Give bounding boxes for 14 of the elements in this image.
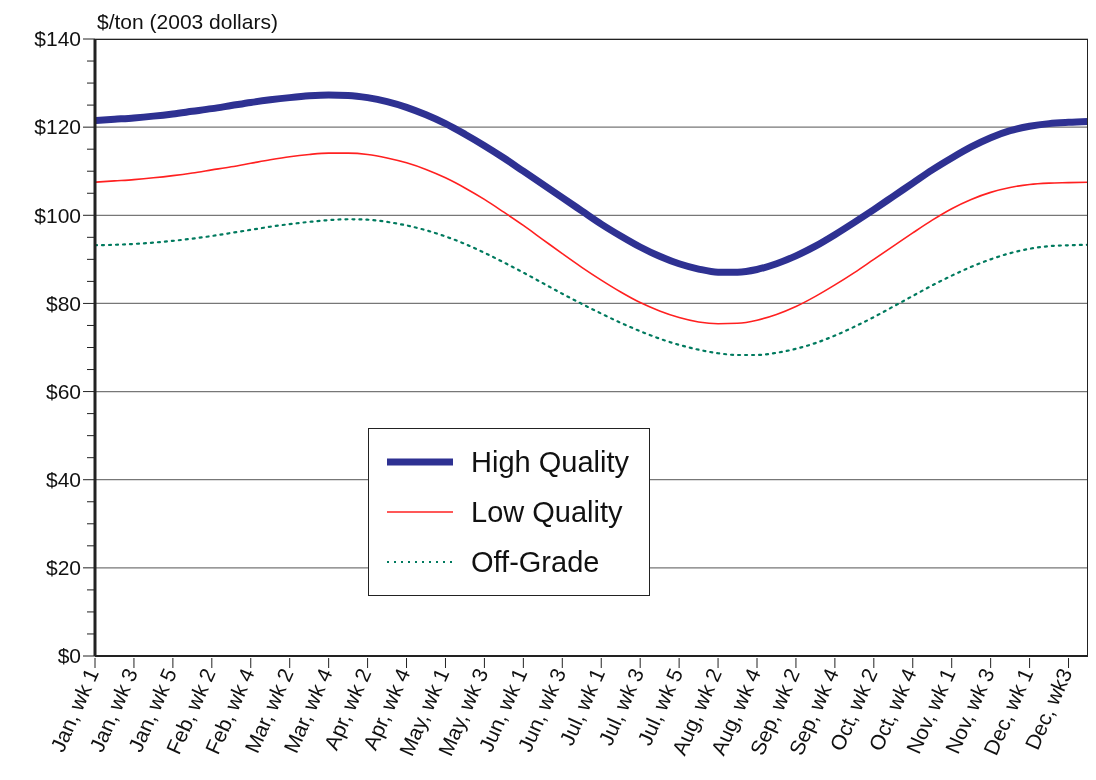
legend-label: High Quality (471, 445, 629, 479)
y-tick-label: $100 (34, 203, 81, 227)
y-axis-title: $/ton (2003 dollars) (97, 10, 278, 34)
legend-label: Low Quality (471, 495, 623, 529)
line-series (95, 152, 1088, 325)
y-tick-label: $140 (34, 27, 81, 51)
y-tick-label: $120 (34, 115, 81, 139)
y-tick-label: $40 (45, 468, 81, 492)
y-tick-label: $60 (45, 379, 81, 403)
y-tick-label: $0 (57, 644, 81, 668)
y-tick-label: $20 (45, 556, 81, 580)
legend-label: Off-Grade (471, 545, 600, 579)
line-series (95, 218, 1088, 357)
y-tick-label: $80 (45, 291, 81, 315)
